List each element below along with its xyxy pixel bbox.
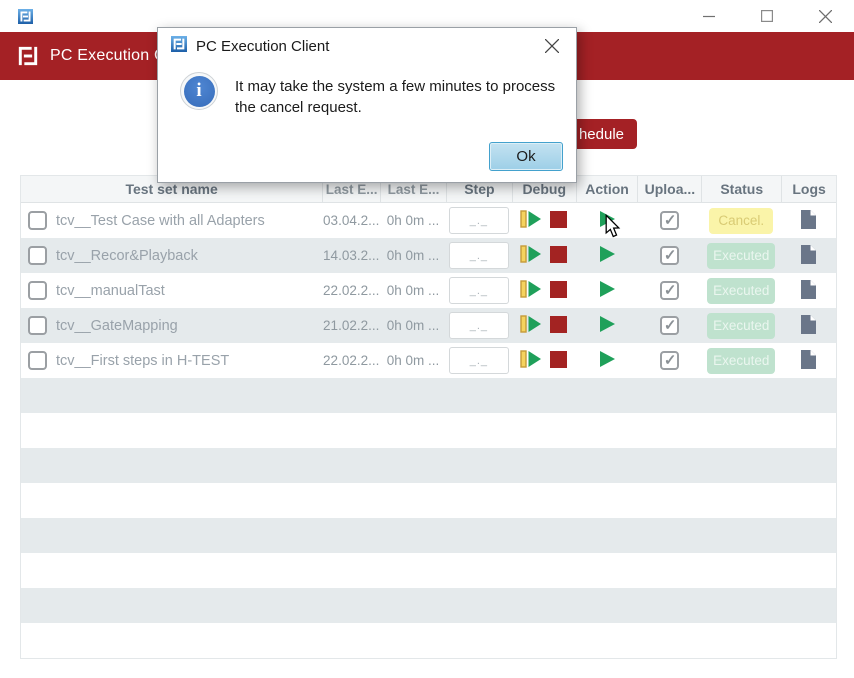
logs-icon[interactable] [800,244,817,268]
last-exec-date: 21.02.2... [323,318,380,333]
last-exec-date: 14.03.2... [323,248,380,263]
table-row-empty [21,518,836,553]
last-exec-date: 22.02.2... [323,353,380,368]
upload-checkbox[interactable] [659,281,679,300]
table-row-empty [21,483,836,518]
column-header-debug[interactable]: Debug [511,176,576,202]
last-exec-duration: 0h 0m ... [386,353,440,368]
debug-run-icon[interactable] [520,210,542,231]
column-header-action[interactable]: Action [575,176,638,202]
row-select-checkbox[interactable] [28,246,47,265]
stop-icon[interactable] [550,315,568,336]
minimize-button[interactable] [680,0,738,32]
last-exec-date: 03.04.2... [323,213,380,228]
last-exec-duration: 0h 0m ... [386,283,440,298]
test-set-table: Test set name Last E... Last E... Step D… [20,175,837,659]
test-set-name: tcv__Recor&Playback [56,247,198,264]
debug-run-icon[interactable] [520,280,542,301]
debug-run-icon[interactable] [520,245,542,266]
column-header-status[interactable]: Status [701,176,781,202]
mouse-cursor [604,213,621,243]
upload-checkbox[interactable] [659,316,679,335]
run-icon[interactable] [598,245,616,266]
stop-icon[interactable] [550,280,568,301]
table-row-empty [21,448,836,483]
dialog-body: i It may take the system a few minutes t… [158,64,576,118]
status-badge: Executed [707,312,776,339]
logs-icon[interactable] [800,314,817,338]
close-button[interactable] [796,0,854,32]
table-row-empty [21,553,836,588]
status-badge: Executed [707,347,776,374]
run-icon[interactable] [598,280,616,301]
column-header-test-set-name[interactable]: Test set name [125,181,218,197]
row-select-checkbox[interactable] [28,351,47,370]
row-select-checkbox[interactable] [28,281,47,300]
dialog-app-icon [171,35,187,57]
app-logo-icon [18,8,33,24]
column-header-last-exec-duration[interactable]: Last E... [380,176,446,202]
last-exec-duration: 0h 0m ... [386,248,440,263]
table-row: tcv__GateMapping 21.02.2... 0h 0m ... _.… [21,308,836,343]
table-row: tcv__Test Case with all Adapters 03.04.2… [21,203,836,238]
window-controls [680,0,854,32]
stop-icon[interactable] [550,245,568,266]
test-set-name: tcv__manualTast [56,282,165,299]
info-icon: i [180,72,218,110]
maximize-button[interactable] [738,0,796,32]
table-row-empty [21,413,836,448]
logs-icon[interactable] [800,349,817,373]
logs-icon[interactable] [800,209,817,233]
step-input[interactable]: _._ [448,242,509,269]
dialog-titlebar: PC Execution Client [158,28,576,64]
table-row-empty [21,623,836,658]
ok-button[interactable]: Ok [489,142,563,171]
debug-run-icon[interactable] [520,350,542,371]
dialog-title: PC Execution Client [196,37,330,55]
step-input[interactable]: _._ [448,207,509,234]
test-set-name: tcv__First steps in H-TEST [56,352,230,369]
column-header-upload[interactable]: Uploa... [637,176,701,202]
brand-logo-icon [17,45,39,67]
last-exec-duration: 0h 0m ... [386,318,440,333]
step-input[interactable]: _._ [448,347,509,374]
upload-checkbox[interactable] [659,351,679,370]
test-set-name: tcv__GateMapping [56,317,178,334]
table-row: tcv__manualTast 22.02.2... 0h 0m ... _._… [21,273,836,308]
info-dialog: PC Execution Client i It may take the sy… [157,27,577,183]
window-titlebar [0,0,854,32]
row-select-checkbox[interactable] [28,316,47,335]
column-header-logs[interactable]: Logs [781,176,836,202]
run-icon[interactable] [598,315,616,336]
column-header-step[interactable]: Step [445,176,512,202]
step-input[interactable]: _._ [448,312,509,339]
column-header-last-exec-date[interactable]: Last E... [322,176,380,202]
upload-checkbox[interactable] [659,246,679,265]
table-row-empty [21,378,836,413]
upload-checkbox[interactable] [659,211,679,230]
table-row: tcv__Recor&Playback 14.03.2... 0h 0m ...… [21,238,836,273]
dialog-message: It may take the system a few minutes to … [235,78,556,116]
debug-run-icon[interactable] [520,315,542,336]
stop-icon[interactable] [550,210,568,231]
run-icon[interactable] [598,350,616,371]
row-select-checkbox[interactable] [28,211,47,230]
stop-icon[interactable] [550,350,568,371]
table-row-empty [21,588,836,623]
table-row: tcv__First steps in H-TEST 22.02.2... 0h… [21,343,836,378]
logs-icon[interactable] [800,279,817,303]
status-badge: Executed [707,242,776,269]
last-exec-date: 22.02.2... [323,283,380,298]
test-set-name: tcv__Test Case with all Adapters [56,212,265,229]
last-exec-duration: 0h 0m ... [386,213,440,228]
dialog-close-icon[interactable] [541,35,563,57]
step-input[interactable]: _._ [448,277,509,304]
status-badge: Executed [707,277,776,304]
status-badge: Cancel. [709,207,774,234]
